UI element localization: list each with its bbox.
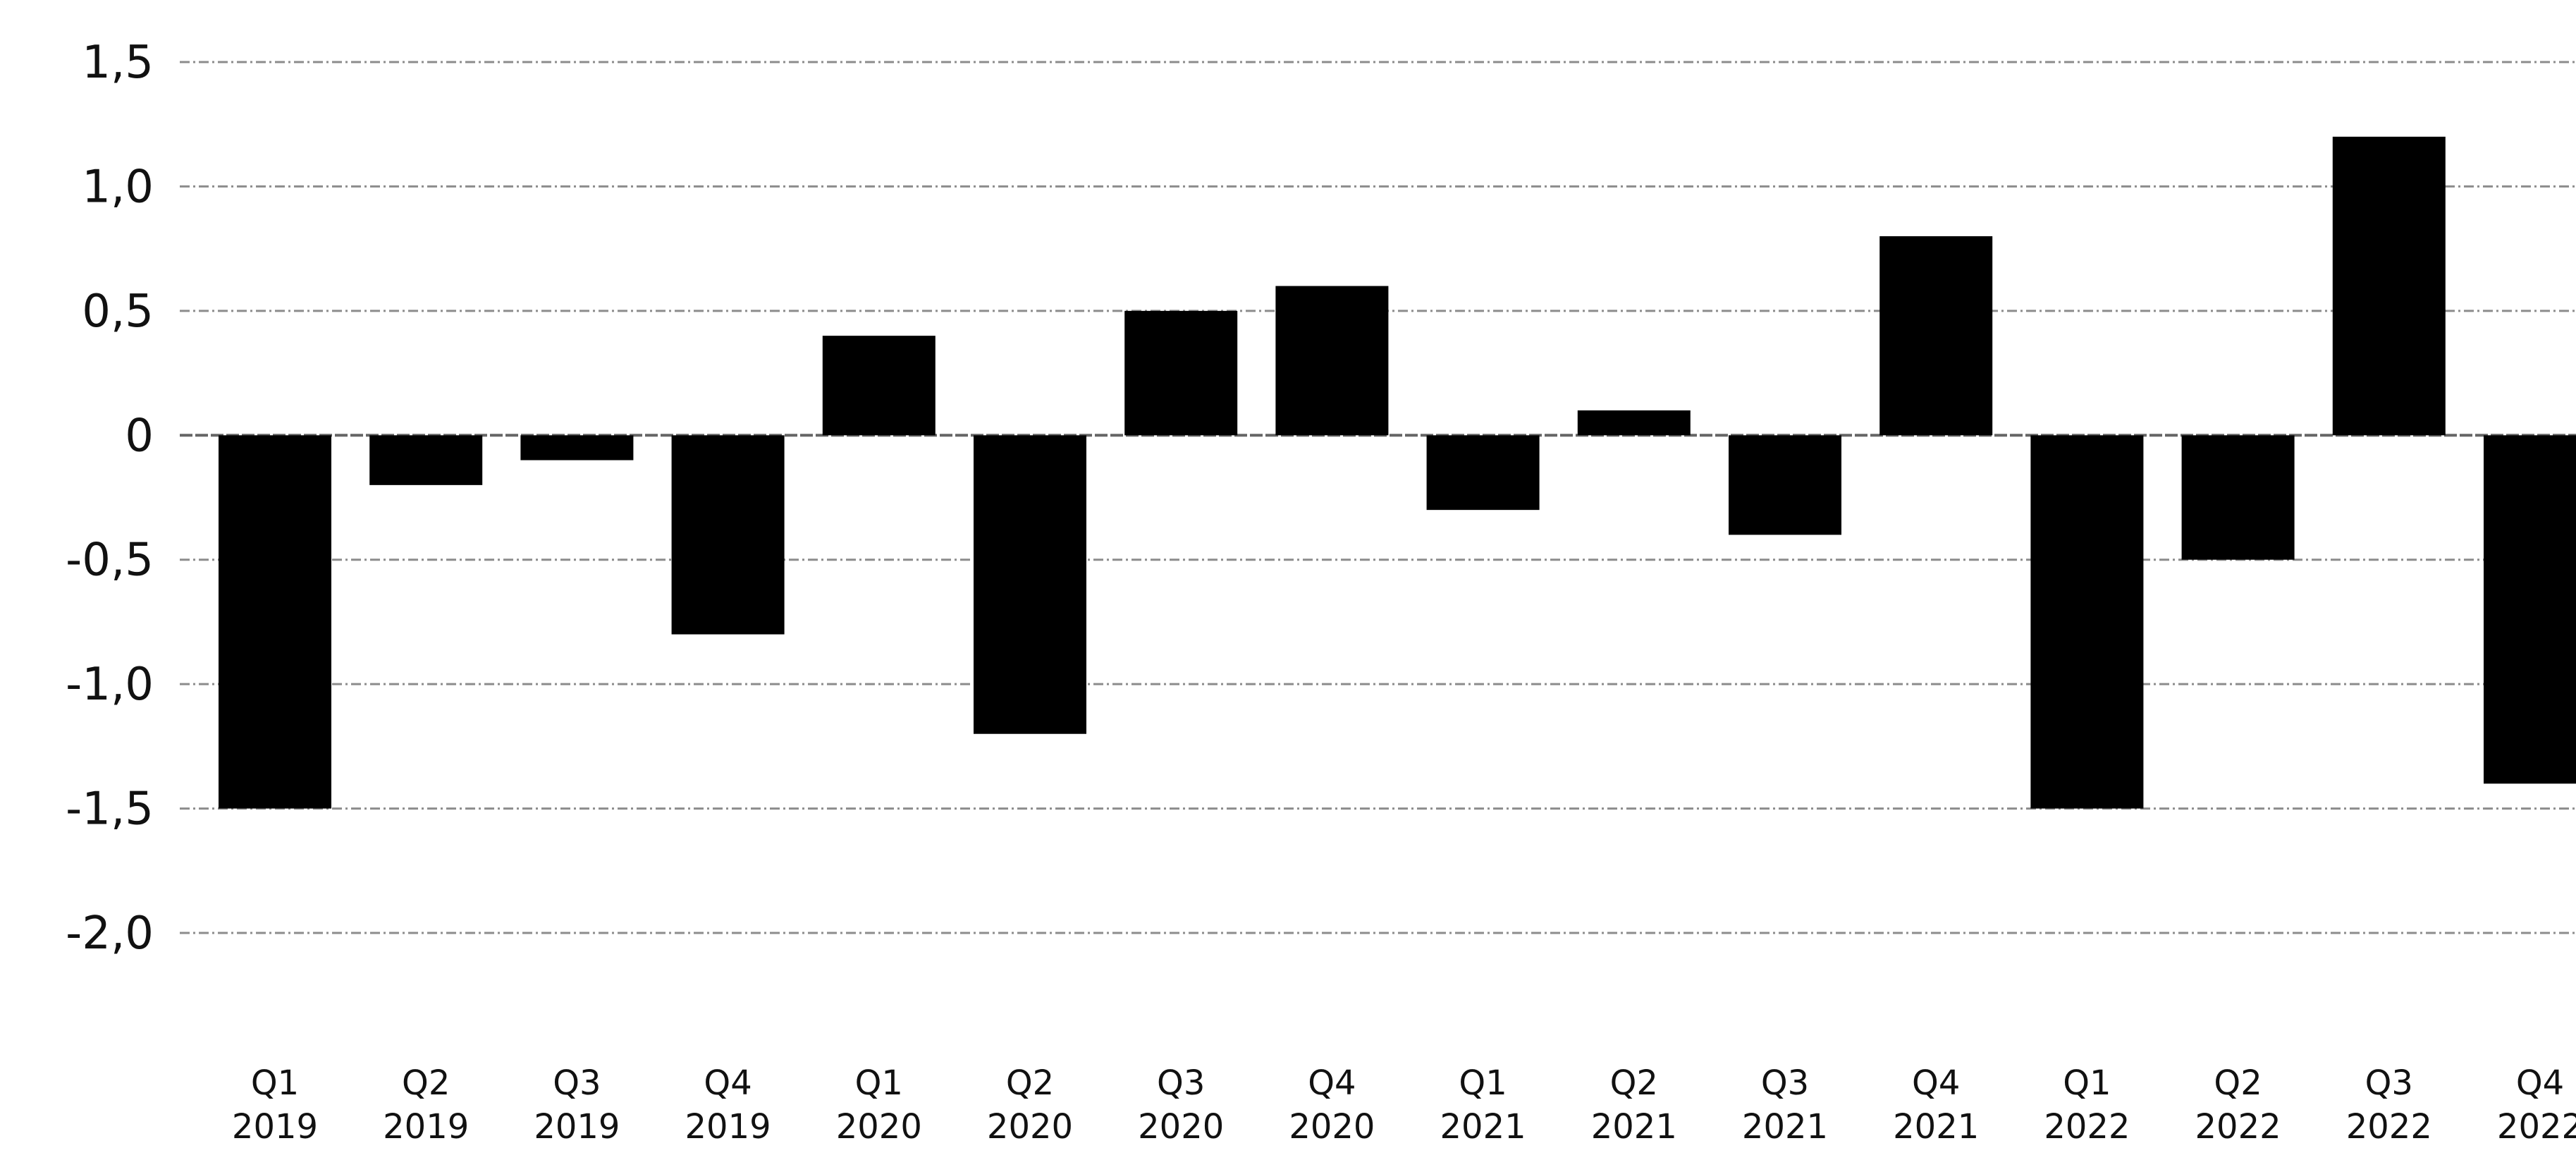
x-tick-label: Q2 2019 [383,1063,469,1147]
x-tick-year: 2021 [1893,1107,1979,1147]
x-tick-year: 2020 [987,1107,1073,1147]
y-tick-label: -0,5 [66,535,154,587]
x-tick-quarter: Q2 [1610,1063,1658,1103]
x-tick-year: 2020 [1289,1107,1375,1147]
y-tick-label: 0 [125,410,154,462]
x-tick-quarter: Q1 [2063,1063,2111,1103]
bar-Q1-2020 [822,336,936,436]
x-tick-year: 2022 [2195,1107,2281,1147]
x-tick-year: 2022 [2044,1107,2130,1147]
x-tick-quarter: Q1 [1459,1063,1507,1103]
x-tick-label: Q2 2020 [987,1063,1073,1147]
y-tick-label: 1,5 [82,37,154,89]
x-tick-year: 2022 [2497,1107,2576,1147]
x-tick-year: 2019 [685,1107,771,1147]
y-tick-label: -2,0 [66,908,154,960]
y-tick-label: 0,5 [82,286,154,338]
bar-Q4-2022 [2484,435,2576,784]
x-tick-label: Q2 2022 [2195,1063,2281,1147]
x-tick-year: 2020 [1138,1107,1224,1147]
x-tick-quarter: Q2 [1006,1063,1054,1103]
bar-Q2-2019 [369,435,483,485]
x-tick-year: 2021 [1440,1107,1526,1147]
x-tick-label: Q2 2021 [1591,1063,1677,1147]
x-tick-quarter: Q4 [704,1063,752,1103]
bar-Q3-2020 [1124,310,1238,436]
x-tick-label: Q4 2022 [2497,1063,2576,1147]
bar-Q4-2019 [671,435,785,635]
x-tick-label: Q1 2019 [232,1063,318,1147]
bar-Q3-2019 [520,435,634,460]
x-tick-year: 2019 [383,1107,469,1147]
x-tick-year: 2019 [232,1107,318,1147]
bars [219,136,2576,809]
bar-Q3-2021 [1729,435,1841,535]
x-tick-quarter: Q1 [855,1063,903,1103]
x-tick-year: 2020 [836,1107,922,1147]
bar-Q1-2019 [219,435,331,809]
bar-Q1-2021 [1426,435,1540,511]
x-tick-label: Q1 2022 [2044,1063,2130,1147]
x-tick-quarter: Q3 [1761,1063,1809,1103]
x-tick-quarter: Q4 [1912,1063,1960,1103]
bar-Q2-2022 [2181,435,2295,560]
x-tick-label: Q1 2021 [1440,1063,1526,1147]
x-tick-year: 2021 [1591,1107,1677,1147]
x-tick-year: 2019 [534,1107,620,1147]
bar-Q4-2021 [1879,236,1993,436]
x-tick-label: Q4 2019 [685,1063,771,1147]
x-tick-label: Q3 2021 [1742,1063,1828,1147]
x-tick-quarter: Q4 [2516,1063,2564,1103]
x-tick-label: Q4 2020 [1289,1063,1375,1147]
bar-Q1-2022 [2030,435,2144,809]
x-tick-label: Q4 2021 [1893,1063,1979,1147]
bar-Q2-2020 [974,435,1086,734]
x-tick-quarter: Q3 [2365,1063,2413,1103]
bar-Q4-2020 [1275,286,1389,436]
bar-Q3-2022 [2332,136,2446,436]
x-tick-label: Q1 2020 [836,1063,922,1147]
x-tick-quarter: Q3 [553,1063,601,1103]
x-tick-year: 2022 [2346,1107,2432,1147]
x-tick-quarter: Q2 [2214,1063,2262,1103]
y-tick-label: -1,5 [66,783,154,836]
y-axis-ticks: 1,5 1,0 0,5 0 -0,5 -1,0 -1,5 -2,0 [66,37,154,960]
x-tick-quarter: Q4 [1308,1063,1356,1103]
x-tick-quarter: Q2 [402,1063,450,1103]
x-tick-quarter: Q3 [1157,1063,1205,1103]
x-tick-year: 2021 [1742,1107,1828,1147]
x-tick-label: Q3 2019 [534,1063,620,1147]
bar-Q2-2021 [1577,410,1691,436]
x-tick-quarter: Q1 [251,1063,299,1103]
y-tick-label: 1,0 [82,161,154,213]
x-tick-label: Q3 2020 [1138,1063,1224,1147]
x-tick-label: Q3 2022 [2346,1063,2432,1147]
y-tick-label: -1,0 [66,659,154,711]
